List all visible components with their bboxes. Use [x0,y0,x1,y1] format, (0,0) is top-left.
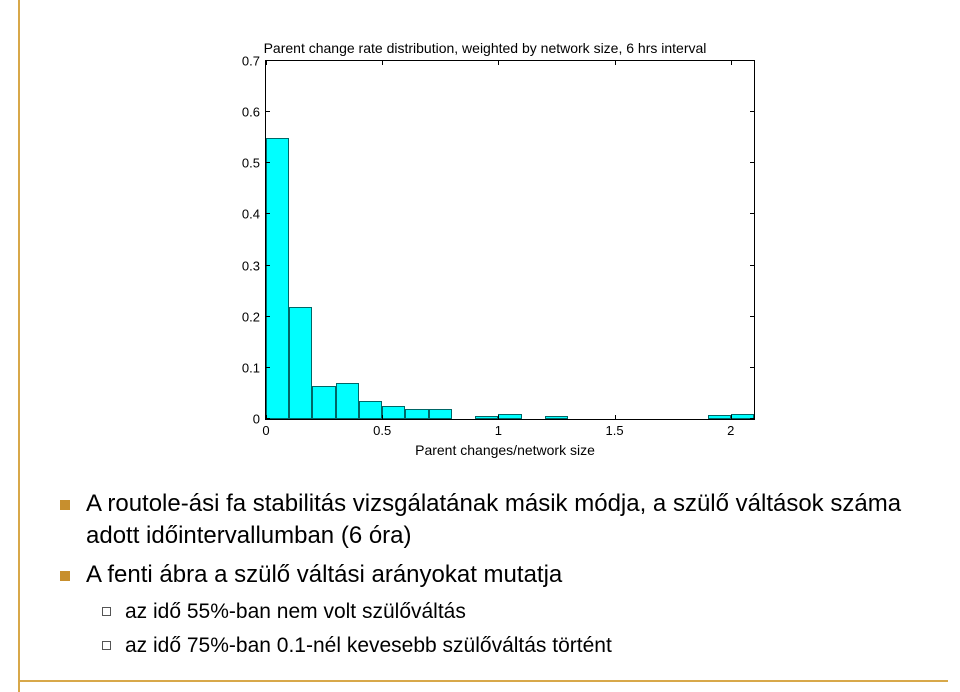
chart-bar [382,406,405,419]
bullet-text: az idő 75%-ban 0.1-nél kevesebb szülővál… [125,631,612,660]
chart-bar [289,307,312,420]
chart-ytick-label: 0.3 [242,258,266,273]
chart-bars [266,61,754,419]
chart-xtick-label: 0 [262,419,269,438]
chart-xtick-mark [731,415,732,420]
bullet-square-icon [60,571,70,581]
chart-title: Parent change rate distribution, weighte… [225,40,745,56]
chart-bar [405,409,428,419]
chart-ytick-mark [265,367,270,368]
chart-ytick-label: 0.5 [242,156,266,171]
bullet-level1: A routole-ási fa stabilitás vizsgálatána… [60,488,910,553]
chart-xtick-mark [731,60,732,65]
chart-xtick-mark [498,60,499,65]
chart-xtick-mark [266,60,267,65]
chart-ytick-label: 0.4 [242,207,266,222]
chart-ytick-mark [265,265,270,266]
chart-ytick-mark [750,213,755,214]
chart-ytick-mark [265,111,270,112]
chart-xtick-label: 1.5 [606,419,624,438]
chart-ytick-mark [265,316,270,317]
chart-xtick-label: 1 [495,419,502,438]
chart-xtick-mark [382,415,383,420]
chart-xtick-label: 0.5 [373,419,391,438]
chart-xtick-mark [266,415,267,420]
bullet-level2: az idő 55%-ban nem volt szülőváltás [102,597,910,626]
bullet-level2: az idő 75%-ban 0.1-nél kevesebb szülővál… [102,631,910,660]
chart-ytick-mark [265,162,270,163]
chart-ytick-label: 0.1 [242,360,266,375]
chart-ytick-label: 0.7 [242,54,266,69]
bullet-list: A routole-ási fa stabilitás vizsgálatána… [60,488,910,664]
chart-bar [429,409,452,419]
chart-xtick-mark [615,415,616,420]
accent-line-left [18,0,20,692]
chart-xtick-mark [615,60,616,65]
bullet-hollow-square-icon [102,641,111,650]
chart-plot-area: 00.10.20.30.40.50.60.700.511.52 [265,60,755,420]
chart-ytick-mark [750,367,755,368]
chart-ytick-mark [265,213,270,214]
bullet-text: A routole-ási fa stabilitás vizsgálatána… [86,488,910,553]
accent-line-bottom [18,680,948,682]
bullet-text: A fenti ábra a szülő váltási arányokat m… [86,559,562,591]
chart-bar [266,138,289,419]
chart-ytick-mark [750,162,755,163]
chart-ytick-label: 0.6 [242,105,266,120]
chart-container: Parent change rate distribution, weighte… [225,40,745,458]
chart-xtick-label: 2 [727,419,734,438]
chart-ytick-mark [750,265,755,266]
chart-bar [312,386,335,419]
chart-xtick-mark [498,415,499,420]
bullet-hollow-square-icon [102,607,111,616]
chart-ytick-mark [750,111,755,112]
chart-ytick-mark [750,316,755,317]
chart-bar [336,383,359,419]
bullet-level1: A fenti ábra a szülő váltási arányokat m… [60,559,910,591]
chart-ytick-label: 0.2 [242,309,266,324]
chart-bar [545,416,568,419]
chart-xtick-mark [382,60,383,65]
bullet-square-icon [60,500,70,510]
chart-bar [359,401,382,419]
chart-ytick-mark [750,418,755,419]
chart-ytick-mark [750,60,755,61]
slide-page: Parent change rate distribution, weighte… [0,0,960,692]
chart-x-label: Parent changes/network size [265,442,745,458]
bullet-text: az idő 55%-ban nem volt szülőváltás [125,597,466,626]
